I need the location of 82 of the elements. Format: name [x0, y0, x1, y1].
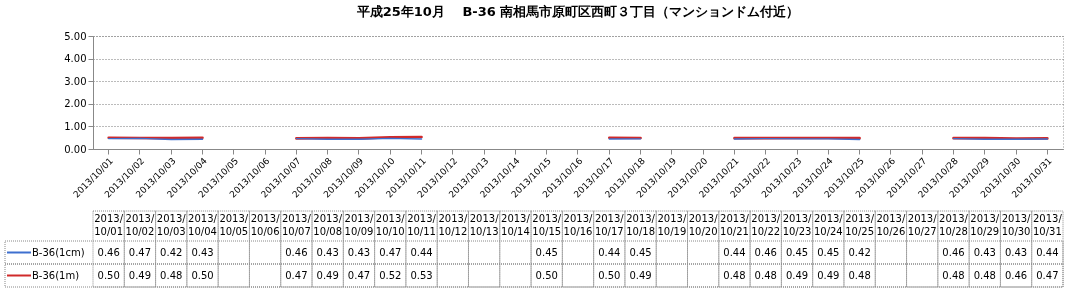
data-label: 0.52 [379, 269, 402, 281]
data-label: 0.42 [848, 246, 871, 258]
category-label: 2013/10/09 [344, 213, 374, 237]
data-label: 0.47 [379, 246, 402, 258]
category-label: 2013/10/19 [657, 213, 687, 237]
data-label: 0.43 [347, 246, 371, 258]
data-label: 0.46 [942, 246, 965, 258]
data-label: 0.50 [97, 269, 120, 281]
data-label: 0.46 [285, 246, 308, 258]
category-label: 2013/10/26 [876, 213, 906, 237]
data-label: 0.45 [817, 246, 840, 258]
data-label: 0.48 [723, 269, 746, 281]
data-label: 0.44 [723, 246, 746, 258]
category-label: 2013/10/10 [375, 213, 405, 237]
category-label: 2013/10/28 [939, 213, 968, 237]
y-tick-label: 2.00 [64, 98, 87, 110]
data-label: 0.45 [629, 246, 652, 258]
category-label: 2013/10/23 [782, 213, 812, 237]
data-label: 0.46 [1004, 269, 1028, 281]
data-label: 0.43 [1004, 246, 1028, 258]
data-label: 0.49 [785, 269, 809, 281]
y-tick-label: 3.00 [64, 75, 87, 87]
category-label: 2013/10/13 [469, 213, 499, 237]
category-label: 2013/10/27 [907, 213, 937, 237]
category-label: 2013/10/15 [532, 213, 562, 237]
category-label: 2013/10/31 [1032, 213, 1062, 237]
data-label: 0.50 [598, 269, 621, 281]
category-label: 2013/10/12 [438, 213, 468, 237]
category-label: 2013/10/14 [501, 213, 530, 237]
data-label: 0.48 [942, 269, 965, 281]
category-label: 2013/10/11 [407, 213, 436, 237]
category-label: 2013/10/25 [845, 213, 875, 237]
data-label: 0.44 [410, 246, 433, 258]
data-label: 0.48 [160, 269, 183, 281]
category-label: 2013/10/22 [751, 213, 781, 237]
data-label: 0.44 [598, 246, 621, 258]
category-label: 2013/10/16 [563, 213, 593, 237]
data-label: 0.47 [347, 269, 371, 281]
data-label: 0.53 [410, 269, 433, 281]
y-tick-label: 5.00 [64, 30, 87, 42]
category-label: 2013/10/21 [720, 213, 749, 237]
category-label: 2013/10/05 [219, 213, 249, 237]
data-label: 0.47 [285, 269, 308, 281]
category-label: 2013/10/17 [594, 213, 624, 237]
data-label: 0.43 [191, 246, 214, 258]
data-label: 0.50 [191, 269, 214, 281]
category-label: 2013/10/03 [156, 213, 186, 237]
category-label: 2013/10/06 [250, 213, 280, 237]
data-label: 0.49 [316, 269, 339, 281]
text: 0.50 [535, 269, 558, 281]
text: 0.45 [535, 246, 558, 258]
data-label: 0.48 [973, 269, 996, 281]
data-label: 0.44 [1036, 246, 1059, 258]
data-label: 0.49 [128, 269, 152, 281]
y-tick-label: 0.00 [64, 143, 87, 155]
data-label: 0.43 [973, 246, 996, 258]
data-label: 0.47 [128, 246, 152, 258]
category-label: 2013/10/08 [313, 213, 343, 237]
category-label: 2013/10/04 [188, 213, 217, 237]
category-label: 2013/10/18 [626, 213, 655, 237]
data-label: 0.49 [817, 269, 840, 281]
data-label: 0.43 [316, 246, 339, 258]
data-label: 0.48 [848, 269, 871, 281]
category-label: 2013/10/07 [281, 213, 311, 237]
category-label: 2013/10/01 [94, 213, 124, 237]
y-tick-label: 4.00 [64, 53, 87, 65]
data-label: 0.42 [160, 246, 183, 258]
legend-label: B-36(1m) [32, 269, 80, 281]
category-label: 2013/10/30 [1001, 213, 1031, 237]
category-label: 2013/10/29 [970, 213, 1000, 237]
data-label: 0.47 [1036, 269, 1059, 281]
category-label: 2013/10/02 [125, 213, 155, 237]
data-label: 0.46 [97, 246, 120, 258]
category-label: 2013/10/20 [688, 213, 718, 237]
legend-label: B-36(1cm) [32, 246, 85, 258]
data-label: 0.46 [754, 246, 777, 258]
chart-title: 平成25年10月 B-36 南相馬市原町区西町３丁目（マンションドム付近） [355, 4, 800, 19]
data-label: 0.49 [629, 269, 652, 281]
data-label: 0.48 [754, 269, 777, 281]
category-label: 2013/10/24 [813, 213, 843, 237]
y-tick-label: 1.00 [64, 120, 87, 132]
data-label: 0.45 [785, 246, 809, 258]
